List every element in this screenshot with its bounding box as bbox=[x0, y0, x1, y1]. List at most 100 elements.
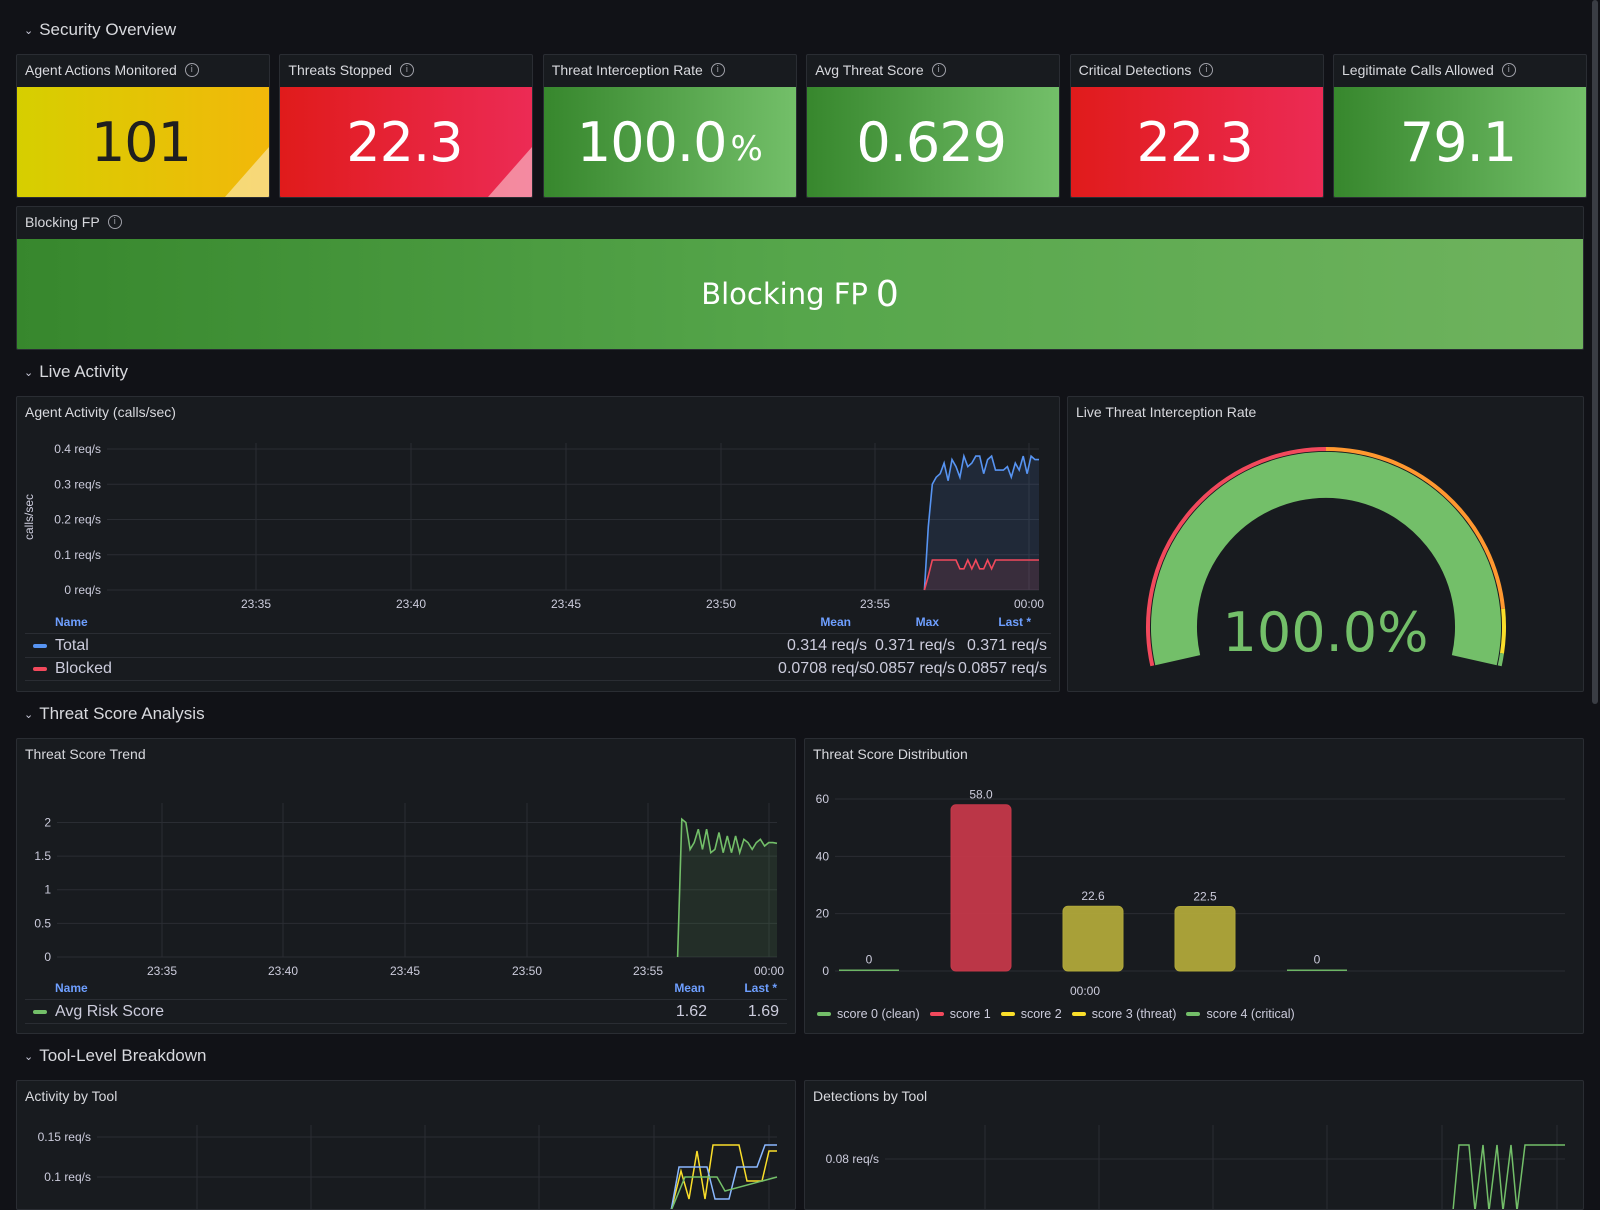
legend-swatch bbox=[817, 1012, 831, 1016]
series-mean: 0.314 req/s bbox=[786, 636, 867, 654]
row-live-activity[interactable]: ⌄ Live Activity bbox=[24, 362, 128, 382]
info-icon[interactable]: i bbox=[710, 63, 725, 77]
legend-item[interactable]: score 3 (threat) bbox=[1071, 1007, 1176, 1021]
legend-item[interactable]: score 0 (clean) bbox=[817, 1007, 920, 1021]
y-tick-label: 0.4 req/s bbox=[54, 442, 101, 456]
series-mean: 1.62 bbox=[675, 1002, 707, 1020]
y-tick-label: 0.5 bbox=[34, 916, 51, 930]
bar-value-label: 0 bbox=[1314, 953, 1321, 967]
y-axis-label: calls/sec bbox=[22, 494, 36, 540]
y-tick-label: 0.2 req/s bbox=[54, 513, 101, 527]
detection-line bbox=[1452, 1144, 1565, 1209]
sparkline bbox=[488, 147, 533, 197]
y-tick-label: 60 bbox=[816, 792, 830, 806]
bar-value-label: 0 bbox=[866, 953, 873, 967]
stat-panel-5: Legitimate Calls Allowed i 79.1 bbox=[1333, 54, 1587, 198]
stat-value-area: 79.1 bbox=[1334, 87, 1586, 197]
blocking-fp-value: 0 bbox=[875, 273, 899, 315]
row-title-label: Security Overview bbox=[39, 20, 177, 39]
legend-item[interactable]: score 1 bbox=[929, 1007, 991, 1021]
threat-trend-chart: 2 1.5 1 0.5 0 23:35 23:40 23:45 23:50 23:55 00:00 bbox=[34, 803, 784, 978]
series-last: 0.0857 req/s bbox=[958, 659, 1047, 677]
legend-row-total[interactable]: Total 0.314 req/s 0.371 req/s 0.371 req/… bbox=[25, 633, 1051, 658]
series-line-1 bbox=[923, 558, 1039, 591]
info-icon[interactable]: i bbox=[399, 63, 414, 77]
x-tick-label: 23:40 bbox=[268, 964, 298, 978]
series-line-0 bbox=[923, 453, 1039, 591]
row-tool-level-breakdown[interactable]: ⌄ Tool-Level Breakdown bbox=[24, 1046, 206, 1066]
row-threat-score-analysis[interactable]: ⌄ Threat Score Analysis bbox=[24, 704, 205, 724]
series-swatch bbox=[33, 643, 47, 648]
x-tick-label: 00:00 bbox=[1014, 597, 1044, 611]
live-threat-gauge-panel: Live Threat Interception Rate 100.0% bbox=[1067, 396, 1584, 692]
row-security-overview[interactable]: ⌄ Security Overview bbox=[24, 20, 176, 40]
x-tick-label: 23:35 bbox=[147, 964, 177, 978]
panel-title: Avg Threat Score bbox=[815, 62, 924, 78]
legend-col-last: Last * bbox=[744, 981, 777, 995]
legend-swatch bbox=[1071, 1012, 1086, 1016]
series-mean: 0.0708 req/s bbox=[778, 659, 867, 677]
threshold-arc-1 bbox=[1325, 447, 1506, 610]
panel-title: Legitimate Calls Allowed bbox=[1342, 62, 1494, 78]
stat-value: 100.0 bbox=[576, 110, 728, 174]
detections-by-tool-chart: 0.08 req/s bbox=[826, 1125, 1565, 1209]
threat-score-trend-panel: Threat Score Trend 2 1.5 1 0.5 0 23:35 23:40 23… bbox=[16, 738, 796, 1034]
info-icon[interactable]: i bbox=[107, 215, 122, 229]
panel-title: Agent Activity (calls/sec) bbox=[25, 404, 176, 420]
row-title-label: Tool-Level Breakdown bbox=[39, 1046, 207, 1065]
legend-row-avg-risk[interactable]: Avg Risk Score 1.62 1.69 bbox=[25, 999, 787, 1024]
legend-label: score 0 (clean) bbox=[837, 1007, 920, 1021]
x-tick-label: 00:00 bbox=[754, 964, 784, 978]
activity-by-tool-chart: 0.15 req/s 0.1 req/s bbox=[38, 1125, 778, 1209]
threat-score-distribution-panel: Threat Score Distribution 60 40 20 0 0 58.0 22… bbox=[804, 738, 1584, 1034]
legend-header: Name Mean Last * bbox=[25, 979, 787, 997]
stat-panel-3: Avg Threat Score i 0.629 bbox=[806, 54, 1061, 198]
page-scrollbar[interactable] bbox=[1592, 0, 1598, 704]
series-area-1 bbox=[924, 560, 1039, 590]
y-tick-label: 0.1 req/s bbox=[44, 1170, 91, 1184]
legend-row-blocked[interactable]: Blocked 0.0708 req/s 0.0857 req/s 0.0857… bbox=[25, 657, 1051, 681]
stat-value-area: 22.3 bbox=[1070, 87, 1323, 197]
x-tick-label: 23:50 bbox=[706, 597, 736, 611]
agent-activity-chart: calls/sec 0.4 req/s 0.3 req/s 0.2 req/s 0.1 … bbox=[22, 442, 1044, 611]
info-icon[interactable]: i bbox=[184, 63, 199, 77]
tool-line-1 bbox=[670, 1144, 777, 1209]
info-icon[interactable]: i bbox=[931, 63, 946, 77]
stat-unit: % bbox=[730, 129, 763, 169]
row-title-label: Live Activity bbox=[39, 362, 129, 381]
info-icon[interactable]: i bbox=[1501, 63, 1516, 77]
series-max: 0.0857 req/s bbox=[866, 659, 955, 677]
series-last: 1.69 bbox=[747, 1002, 779, 1020]
blocking-fp-value-area: Blocking FP 0 bbox=[17, 239, 1583, 349]
panel-title: Live Threat Interception Rate bbox=[1076, 404, 1257, 420]
sparkline-area bbox=[488, 147, 533, 197]
series-name: Blocked bbox=[55, 659, 112, 677]
legend-label: score 2 bbox=[1020, 1007, 1062, 1021]
series-line-0 bbox=[676, 817, 778, 958]
panel-title: Threat Score Distribution bbox=[813, 746, 968, 762]
legend-label: score 1 bbox=[949, 1007, 991, 1021]
series-max: 0.371 req/s bbox=[874, 636, 955, 654]
stat-value-area: 22.3 bbox=[280, 87, 533, 197]
interception-gauge bbox=[1146, 447, 1507, 667]
x-tick-label: 23:55 bbox=[633, 964, 663, 978]
bar-value-label: 22.5 bbox=[1193, 890, 1217, 904]
legend-header: Name Mean Max Last * bbox=[25, 613, 1051, 631]
chevron-down-icon: ⌄ bbox=[24, 24, 34, 37]
row-title-label: Threat Score Analysis bbox=[39, 704, 205, 723]
blocking-fp-label: Blocking FP bbox=[701, 277, 868, 311]
bar-1 bbox=[950, 804, 1012, 972]
series-area-0 bbox=[924, 456, 1039, 590]
chevron-down-icon: ⌄ bbox=[24, 366, 34, 379]
legend-item[interactable]: score 4 (critical) bbox=[1186, 1007, 1295, 1021]
threshold-arc-0 bbox=[1146, 447, 1327, 667]
info-icon[interactable]: i bbox=[1199, 63, 1214, 77]
legend-item[interactable]: score 2 bbox=[1000, 1007, 1062, 1021]
legend-swatch bbox=[1186, 1012, 1201, 1016]
stat-value: 22.3 bbox=[346, 110, 463, 174]
panel-title: Activity by Tool bbox=[25, 1088, 118, 1104]
bar-value-label: 58.0 bbox=[969, 788, 993, 802]
x-tick-label: 23:45 bbox=[390, 964, 420, 978]
stat-panel-4: Critical Detections i 22.3 bbox=[1069, 54, 1324, 198]
y-tick-label: 20 bbox=[816, 907, 830, 921]
